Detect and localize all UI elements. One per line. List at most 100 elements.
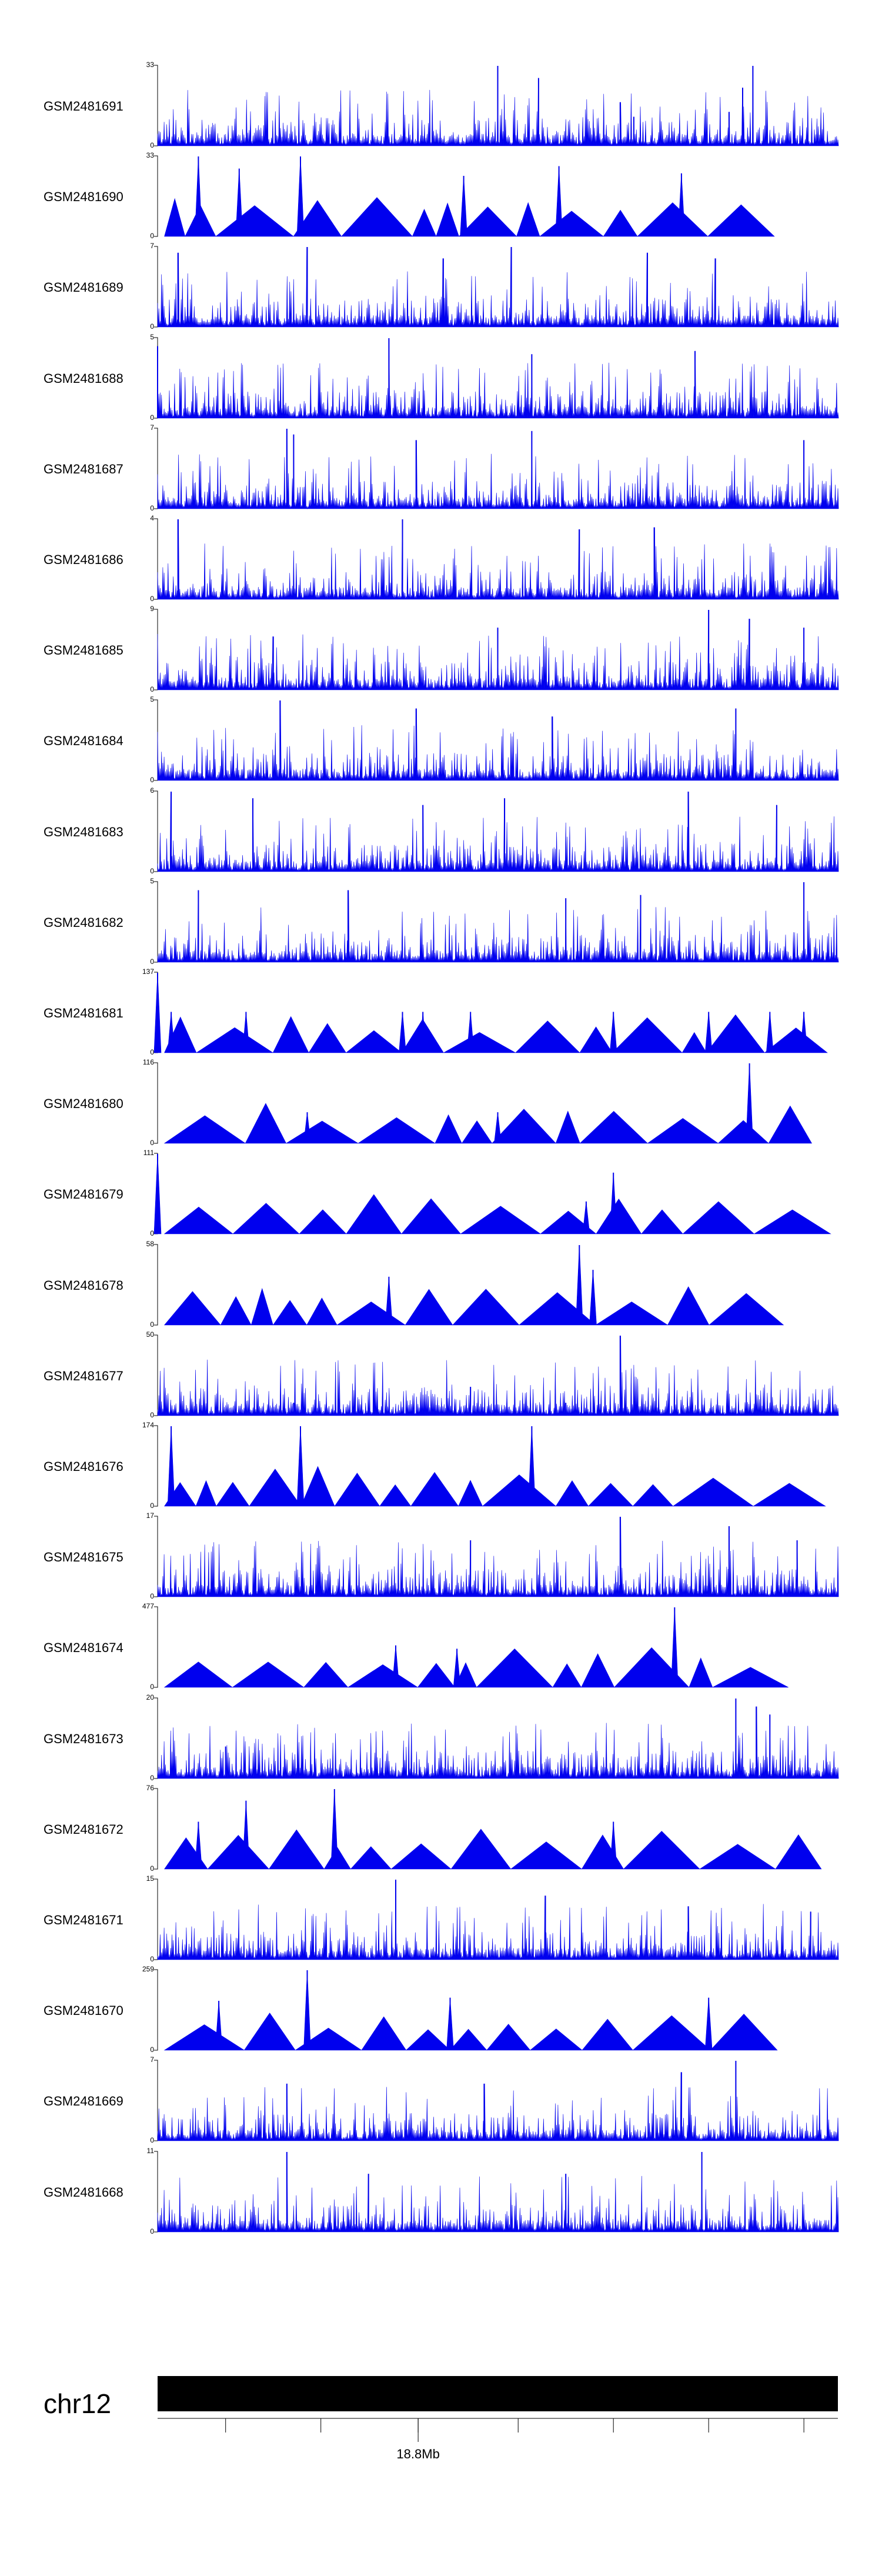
y-axis (154, 1878, 158, 1960)
chromosome-label: chr12 (44, 2388, 112, 2419)
coverage-signal (157, 338, 839, 418)
track-GSM2481679: GSM2481679 111 0 (0, 1149, 882, 1243)
track-GSM2481690: GSM2481690 33 0 (0, 151, 882, 246)
y-axis (154, 518, 158, 600)
track-label: GSM2481675 (44, 1550, 123, 1565)
track-GSM2481682: GSM2481682 5 0 (0, 877, 882, 972)
chromosome-ideogram: chr12 18.8Mb (0, 2376, 882, 2529)
y-axis-max-label: 259 (142, 1965, 154, 1974)
y-axis (154, 1425, 158, 1507)
y-axis (154, 1062, 158, 1144)
track-GSM2481683: GSM2481683 6 0 (0, 786, 882, 881)
y-axis-min-label: 0 (150, 1229, 154, 1238)
track-plot (154, 609, 839, 690)
y-axis-min-label: 0 (150, 2136, 154, 2145)
track-plot (154, 1334, 839, 1416)
y-axis-max-label: 15 (146, 1874, 154, 1883)
coverage-signal (157, 2151, 839, 2232)
y-axis (154, 2060, 158, 2141)
track-GSM2481668: GSM2481668 11 0 (0, 2147, 882, 2241)
scale-tick-label: 18.8Mb (396, 2447, 439, 2461)
track-plot (154, 65, 839, 146)
track-label: GSM2481670 (44, 2003, 123, 2018)
track-plot (153, 1153, 831, 1234)
track-GSM2481681: GSM2481681 137 0 (0, 967, 882, 1062)
y-axis-min-label: 0 (150, 2046, 154, 2054)
track-label: GSM2481681 (44, 1005, 123, 1020)
y-axis-max-label: 174 (142, 1421, 154, 1429)
y-axis-min-label: 0 (150, 1864, 154, 1873)
y-axis (154, 609, 158, 690)
track-GSM2481684: GSM2481684 5 0 (0, 695, 882, 790)
track-GSM2481670: GSM2481670 259 0 (0, 1965, 882, 2060)
coverage-signal (157, 247, 839, 328)
y-axis-max-label: 5 (150, 695, 154, 704)
y-axis-max-label: 116 (142, 1058, 154, 1067)
coverage-signal (157, 428, 839, 509)
y-axis-min-label: 0 (150, 232, 154, 241)
y-axis-min-label: 0 (150, 413, 154, 422)
track-label: GSM2481682 (44, 915, 123, 930)
y-axis-max-label: 111 (143, 1149, 154, 1157)
y-axis-min-label: 0 (150, 685, 154, 694)
y-axis (154, 1244, 158, 1326)
y-axis-min-label: 0 (150, 322, 154, 331)
y-axis (154, 246, 158, 328)
track-plot (154, 518, 839, 600)
y-axis-max-label: 5 (150, 876, 154, 885)
y-axis-min-label: 0 (150, 2227, 154, 2235)
y-axis (154, 428, 158, 509)
y-axis-max-label: 17 (146, 1511, 154, 1520)
coverage-signal (163, 1063, 813, 1144)
track-label: GSM2481671 (44, 1912, 123, 1927)
track-label: GSM2481685 (44, 643, 123, 658)
y-axis (154, 155, 158, 237)
coverage-signal (157, 1335, 839, 1416)
track-GSM2481675: GSM2481675 17 0 (0, 1511, 882, 1606)
y-axis-max-label: 58 (146, 1239, 154, 1248)
track-plot (154, 881, 839, 963)
y-axis-min-label: 0 (150, 957, 154, 966)
track-GSM2481672: GSM2481672 76 0 (0, 1784, 882, 1878)
y-axis-min-label: 0 (150, 1048, 154, 1056)
coverage-signal (157, 791, 839, 872)
track-GSM2481674: GSM2481674 477 0 (0, 1602, 882, 1697)
track-GSM2481671: GSM2481671 15 0 (0, 1874, 882, 1969)
track-label: GSM2481683 (44, 824, 123, 839)
y-axis (154, 2151, 158, 2233)
y-axis-min-label: 0 (150, 1320, 154, 1329)
coverage-signal (164, 1426, 826, 1507)
y-axis (154, 699, 158, 781)
track-label: GSM2481679 (44, 1187, 123, 1202)
track-label: GSM2481676 (44, 1459, 123, 1474)
track-label: GSM2481669 (44, 2094, 123, 2109)
y-axis-min-label: 0 (150, 1773, 154, 1782)
y-axis-min-label: 0 (150, 1592, 154, 1601)
y-axis (154, 1788, 158, 1870)
y-axis-min-label: 0 (150, 1683, 154, 1691)
y-axis (154, 881, 158, 963)
track-plot (154, 1516, 839, 1597)
y-axis-max-label: 9 (150, 605, 154, 613)
y-axis-max-label: 20 (146, 1693, 154, 1701)
y-axis-max-label: 33 (146, 61, 154, 69)
track-plot (153, 972, 828, 1053)
y-axis-max-label: 33 (146, 151, 154, 160)
track-plot (154, 155, 775, 237)
track-plot (154, 1244, 784, 1326)
y-axis-min-label: 0 (150, 595, 154, 603)
track-plot (154, 337, 839, 419)
track-label: GSM2481678 (44, 1277, 123, 1293)
track-plot (154, 1425, 826, 1507)
y-axis-max-label: 4 (150, 514, 154, 522)
track-GSM2481688: GSM2481688 5 0 (0, 333, 882, 428)
y-axis-min-label: 0 (150, 776, 154, 785)
track-label: GSM2481677 (44, 1368, 123, 1383)
y-axis-min-label: 0 (150, 141, 154, 149)
track-label: GSM2481673 (44, 1731, 123, 1746)
coverage-signal (164, 156, 775, 237)
track-label: GSM2481680 (44, 1096, 123, 1112)
track-GSM2481676: GSM2481676 174 0 (0, 1421, 882, 1516)
y-axis (154, 790, 158, 872)
track-GSM2481677: GSM2481677 50 0 (0, 1330, 882, 1425)
